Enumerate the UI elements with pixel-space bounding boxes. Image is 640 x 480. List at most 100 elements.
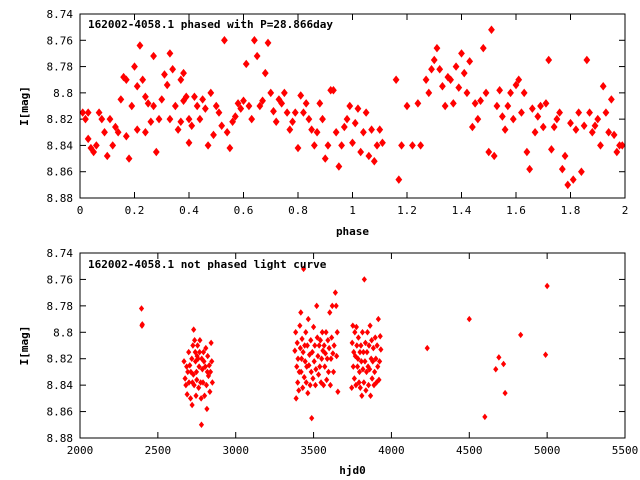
- data-point: [177, 117, 185, 127]
- data-point: [349, 138, 356, 148]
- data-point: [161, 70, 168, 79]
- data-point: [369, 336, 375, 344]
- data-point: [501, 125, 509, 134]
- data-point: [321, 342, 327, 349]
- data-point: [545, 55, 553, 65]
- data-point: [366, 342, 372, 349]
- data-point: [409, 141, 416, 150]
- data-point: [306, 362, 312, 369]
- data-point: [231, 112, 239, 121]
- data-point: [101, 128, 108, 137]
- data-point: [375, 315, 381, 323]
- data-point: [150, 51, 157, 61]
- data-point: [324, 376, 330, 384]
- data-point: [109, 141, 117, 150]
- data-point: [504, 101, 512, 111]
- data-point: [599, 82, 607, 91]
- data-point: [304, 342, 310, 349]
- data-point: [103, 151, 111, 161]
- data-point: [300, 108, 307, 117]
- data-point: [314, 302, 320, 310]
- data-point: [357, 147, 365, 157]
- data-point: [610, 130, 618, 140]
- data-point: [352, 329, 358, 336]
- data-point: [428, 64, 435, 74]
- data-point: [204, 141, 212, 150]
- data-point: [300, 384, 306, 392]
- data-point: [280, 88, 288, 98]
- data-point: [537, 101, 544, 111]
- data-point: [201, 358, 207, 365]
- data-point: [197, 336, 203, 344]
- data-point: [312, 381, 319, 389]
- data-point: [523, 147, 531, 157]
- phased-light-curve-chart: I[mag] phase 0 0.2 0.4 0.6 0.8 1 1.2 1.4 1.6 1.8 2…: [18, 8, 628, 238]
- y-tick-label: 8.74: [47, 247, 74, 260]
- data-point: [433, 43, 441, 53]
- data-point: [377, 333, 383, 340]
- data-point: [190, 342, 196, 349]
- data-point: [210, 130, 217, 140]
- data-point: [139, 321, 145, 328]
- data-point: [362, 108, 370, 117]
- data-point: [311, 358, 317, 365]
- data-point: [291, 108, 299, 117]
- data-point: [122, 75, 130, 84]
- data-point: [351, 375, 357, 382]
- data-point: [207, 388, 213, 395]
- data-point: [463, 88, 471, 98]
- data-point: [363, 368, 370, 376]
- data-point: [182, 375, 188, 382]
- data-point: [520, 88, 528, 98]
- data-point: [322, 350, 328, 357]
- data-point: [185, 114, 193, 124]
- data-point: [223, 128, 231, 137]
- data-point: [493, 101, 501, 111]
- data-point: [328, 355, 334, 362]
- data-point: [198, 421, 205, 429]
- y-tick-label: 8.84: [47, 379, 74, 392]
- data-point: [398, 141, 405, 150]
- data-point: [507, 88, 514, 98]
- data-point: [303, 329, 309, 336]
- data-point: [190, 371, 196, 378]
- data-point: [542, 99, 550, 108]
- data-point: [144, 99, 152, 108]
- data-point: [500, 360, 507, 368]
- data-point: [221, 36, 228, 45]
- data-point: [314, 334, 320, 341]
- x-tick-label: 2: [622, 204, 629, 217]
- data-point: [439, 82, 446, 91]
- data-point: [588, 128, 596, 137]
- data-point: [343, 114, 351, 124]
- data-point: [298, 309, 304, 316]
- data-point: [293, 329, 299, 336]
- data-point: [192, 336, 198, 344]
- data-point: [482, 413, 488, 421]
- data-point: [379, 138, 386, 148]
- x-tick-label: 4000: [378, 444, 405, 457]
- data-point: [441, 101, 449, 111]
- data-point: [199, 366, 205, 373]
- data-point: [158, 95, 166, 104]
- data-point: [325, 336, 331, 344]
- data-point: [324, 355, 330, 362]
- data-point: [192, 348, 198, 356]
- y-tick-label: 8.74: [47, 8, 74, 21]
- data-point: [186, 348, 192, 356]
- data-point: [142, 128, 149, 137]
- data-point: [357, 348, 363, 356]
- data-point: [310, 323, 317, 331]
- data-point: [163, 80, 171, 90]
- data-point: [310, 375, 316, 382]
- x-tick-label: 1.2: [397, 204, 417, 217]
- data-point: [436, 64, 444, 74]
- data-point: [580, 121, 588, 130]
- data-point: [106, 114, 114, 124]
- data-point: [572, 125, 580, 134]
- data-point: [414, 99, 422, 108]
- x-tick-label: 0.6: [234, 204, 254, 217]
- data-point: [200, 348, 207, 356]
- data-point: [502, 389, 508, 397]
- data-point: [229, 117, 236, 127]
